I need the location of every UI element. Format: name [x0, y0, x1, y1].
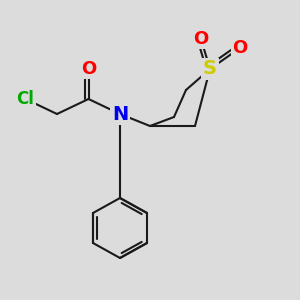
Text: O: O	[194, 30, 208, 48]
Text: S: S	[203, 59, 217, 79]
Text: Cl: Cl	[16, 90, 34, 108]
Text: O: O	[232, 39, 247, 57]
Text: O: O	[81, 60, 96, 78]
Text: N: N	[112, 104, 128, 124]
